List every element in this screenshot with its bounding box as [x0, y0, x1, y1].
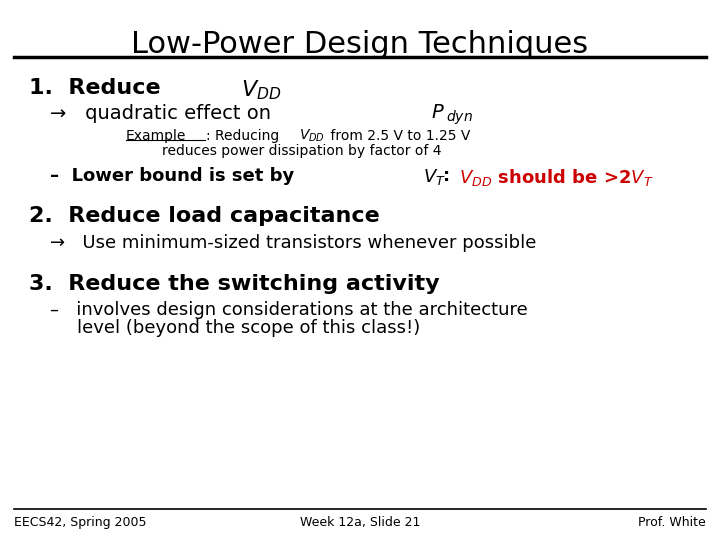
Text: 3.  Reduce the switching activity: 3. Reduce the switching activity	[29, 274, 439, 294]
Text: –  Lower bound is set by: – Lower bound is set by	[50, 167, 301, 185]
Text: Low-Power Design Techniques: Low-Power Design Techniques	[132, 30, 588, 59]
Text: Week 12a, Slide 21: Week 12a, Slide 21	[300, 516, 420, 529]
Text: $\mathbf{\it{V}}_{T}$: $\mathbf{\it{V}}_{T}$	[423, 167, 446, 187]
Text: Prof. White: Prof. White	[638, 516, 706, 529]
Text: level (beyond the scope of this class!): level (beyond the scope of this class!)	[77, 319, 420, 336]
Text: $\mathbf{\it{V}}_{DD}$: $\mathbf{\it{V}}_{DD}$	[241, 78, 282, 102]
Text: EECS42, Spring 2005: EECS42, Spring 2005	[14, 516, 147, 529]
Text: $\mathbf{\it{V}}_{DD}$ should be >2$\mathbf{\it{V}}_{T}$: $\mathbf{\it{V}}_{DD}$ should be >2$\mat…	[459, 167, 654, 188]
Text: from 2.5 V to 1.25 V: from 2.5 V to 1.25 V	[326, 129, 471, 143]
Text: :: :	[443, 167, 462, 185]
Text: →   quadratic effect on: → quadratic effect on	[50, 104, 278, 123]
Text: $\mathit{V}_{DD}$: $\mathit{V}_{DD}$	[299, 128, 325, 144]
Text: –   involves design considerations at the architecture: – involves design considerations at the …	[50, 301, 528, 319]
Text: 1.  Reduce: 1. Reduce	[29, 78, 168, 98]
Text: Example: Example	[126, 129, 186, 143]
Text: : Reducing: : Reducing	[206, 129, 284, 143]
Text: 2.  Reduce load capacitance: 2. Reduce load capacitance	[29, 206, 379, 226]
Text: →   Use minimum-sized transistors whenever possible: → Use minimum-sized transistors whenever…	[50, 234, 537, 252]
Text: $\mathit{P}$: $\mathit{P}$	[431, 103, 444, 122]
Text: reduces power dissipation by factor of 4: reduces power dissipation by factor of 4	[162, 144, 441, 158]
Text: $\mathit{dyn}$: $\mathit{dyn}$	[446, 108, 473, 126]
